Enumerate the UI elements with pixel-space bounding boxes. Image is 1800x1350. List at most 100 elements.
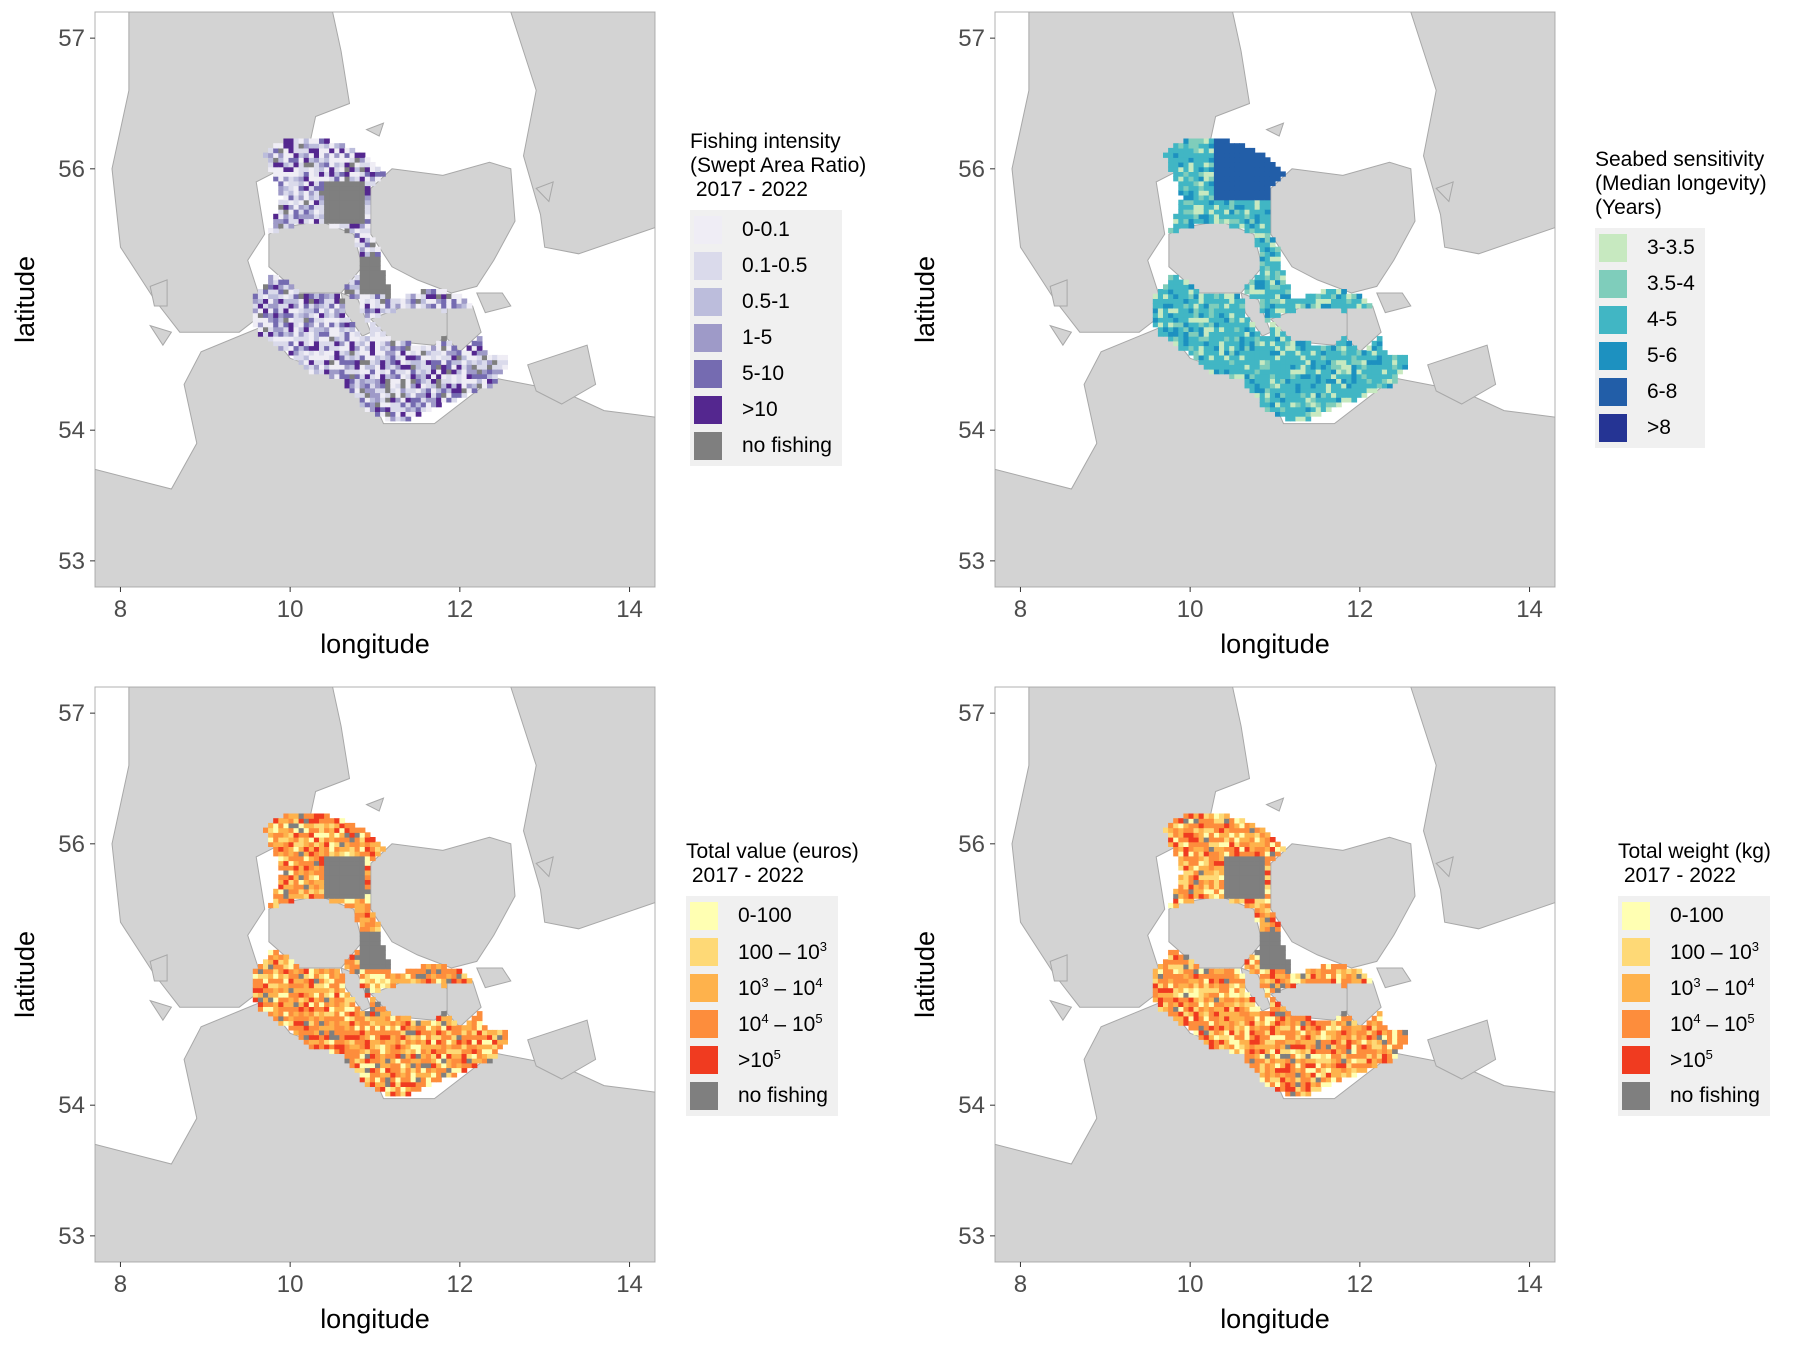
grid-cell [456,1025,463,1031]
grid-cell [400,1048,407,1054]
grid-cell [390,1067,396,1073]
grid-cell [1336,359,1342,365]
grid-cell [293,312,300,318]
grid-cell [1366,378,1373,384]
grid-cell [1163,152,1169,158]
grid-cell [1264,1053,1271,1059]
grid-cell [1234,860,1240,866]
grid-cell [1285,978,1291,984]
grid-cell [1275,303,1281,309]
grid-cell [1178,822,1184,829]
grid-cell [1188,293,1195,299]
grid-cell [1198,884,1205,890]
grid-cell [1264,982,1271,989]
legend-item: 0-0.1 [690,212,842,248]
grid-cell [446,354,452,361]
grid-cell [395,406,402,412]
grid-cell [359,921,366,927]
grid-cell [1254,1058,1261,1064]
grid-cell [283,176,290,182]
grid-cell [380,954,386,960]
grid-cell [420,354,427,361]
grid-cell [375,411,381,417]
grid-cell [1259,383,1266,389]
grid-cell [481,1029,488,1036]
grid-cell [405,1067,412,1073]
grid-cell [1224,1020,1230,1026]
grid-cell [1173,954,1179,960]
grid-cell [1259,827,1266,833]
grid-cell [329,893,335,899]
grid-cell [303,992,310,998]
grid-cell [1336,378,1342,384]
grid-cell [334,204,340,210]
grid-cell [1341,968,1347,974]
grid-cell [1249,997,1256,1003]
grid-cell [273,213,279,220]
grid-cell [1224,298,1230,304]
grid-cell [1300,1048,1307,1054]
grid-cell [344,837,351,843]
grid-cell [431,1044,437,1050]
grid-cell [1173,171,1179,177]
land-shape [149,954,168,982]
grid-cell [1208,190,1215,196]
grid-cell [1254,232,1261,238]
grid-cell [1305,1044,1312,1050]
grid-cell [1183,841,1190,847]
grid-cell [1264,274,1271,281]
grid-cell [1269,964,1276,970]
grid-cell [1264,846,1271,852]
grid-cell [1275,326,1281,332]
grid-cell [405,298,412,304]
grid-cell [329,855,335,862]
grid-cell [369,1058,376,1064]
grid-cell [1224,893,1230,899]
grid-cell [431,354,437,361]
grid-cell [1219,1015,1225,1022]
grid-cell [293,171,300,177]
grid-cell [344,322,351,328]
grid-cell [1315,1081,1322,1087]
grid-cell [369,987,376,993]
grid-cell [1173,893,1179,899]
grid-cell [334,199,340,205]
grid-cell [375,279,381,285]
grid-cell [1264,354,1271,361]
grid-cell [441,982,447,989]
grid-cell [1300,354,1307,361]
grid-cell [369,237,376,243]
grid-cell [268,303,274,309]
grid-cell [349,326,356,332]
grid-cell [1224,195,1230,201]
grid-cell [339,1020,346,1026]
grid-cell [1178,997,1184,1003]
grid-cell [308,1011,315,1017]
grid-cell [1244,359,1251,365]
grid-cell [252,982,259,989]
grid-cell [471,1053,478,1059]
grid-cell [451,383,458,389]
grid-cell [1178,166,1184,172]
grid-cell [303,199,310,205]
grid-cell [1183,345,1190,351]
x-tick-label: 14 [1516,596,1543,623]
grid-cell [1295,1086,1302,1092]
grid-cell [1254,293,1261,299]
grid-cell [313,841,320,847]
grid-cell [1249,204,1256,210]
grid-cell [349,855,356,862]
grid-cell [1356,1058,1363,1064]
grid-cell [293,340,300,347]
grid-cell [1356,359,1363,365]
grid-cell [476,1048,483,1054]
grid-cell [1325,402,1332,408]
grid-cell [420,1025,427,1031]
grid-cell [1290,1044,1296,1050]
grid-cell [1366,1029,1373,1036]
grid-cell [1275,364,1281,370]
grid-cell [1376,1011,1383,1017]
grid-cell [436,1044,442,1050]
grid-cell [1259,832,1266,838]
grid-cell [298,982,305,989]
